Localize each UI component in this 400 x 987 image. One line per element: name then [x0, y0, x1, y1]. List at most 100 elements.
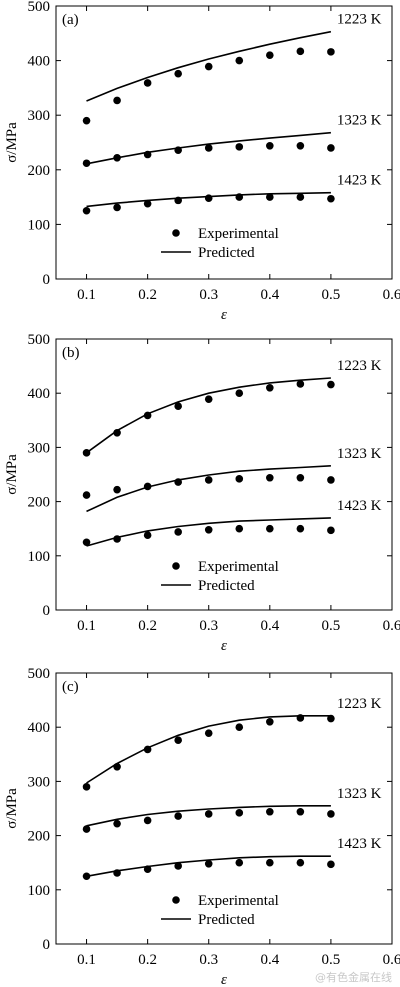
experimental-point [174, 736, 182, 745]
y-tick-label: 500 [28, 666, 51, 682]
experimental-point [235, 193, 244, 201]
y-tick-label: 100 [28, 549, 51, 565]
experimental-point [204, 859, 213, 868]
experimental-point [327, 526, 335, 535]
panel-label: (b) [62, 345, 80, 361]
experimental-point [266, 807, 274, 816]
experimental-point [266, 524, 274, 533]
plot-frame [55, 5, 393, 280]
predicted-line [86, 714, 331, 784]
x-tick-label: 0.6 [383, 952, 400, 968]
experimental-point [174, 69, 182, 78]
experimental-point [174, 196, 182, 205]
experimental-point [113, 762, 121, 771]
experimental-point [327, 476, 335, 484]
y-axis-label: σ/MPa [4, 788, 20, 829]
x-axis-label: ε [221, 638, 227, 654]
experimental-point [204, 194, 213, 202]
experimental-point [327, 810, 335, 818]
experimental-point [113, 153, 121, 162]
experimental-point [143, 745, 152, 754]
x-tick-label: 0.2 [138, 287, 157, 303]
experimental-point [296, 524, 305, 533]
y-tick-label: 300 [28, 440, 51, 456]
series-label: 1223 K [337, 696, 382, 712]
experimental-point [296, 141, 305, 150]
series-label: 1423 K [337, 173, 382, 189]
experimental-point [174, 862, 182, 870]
experimental-point [113, 535, 121, 543]
panel-label: (a) [62, 12, 79, 28]
y-tick-label: 200 [28, 495, 51, 511]
experimental-point [327, 48, 335, 56]
experimental-point [266, 193, 274, 201]
y-tick-label: 0 [43, 272, 51, 288]
y-tick-label: 100 [28, 217, 51, 233]
y-tick-label: 400 [28, 386, 51, 402]
y-tick-label: 300 [28, 774, 51, 790]
y-tick-label: 0 [43, 937, 51, 953]
series-label: 1323 K [337, 446, 382, 462]
experimental-point [82, 538, 91, 547]
experimental-point [235, 858, 244, 867]
y-tick-label: 200 [28, 163, 51, 179]
experimental-point [174, 812, 182, 820]
experimental-point [266, 383, 274, 392]
y-tick-label: 400 [28, 54, 51, 70]
plot-frame [55, 338, 393, 611]
legend-label-predicted: Predicted [198, 578, 255, 594]
experimental-point [143, 482, 152, 491]
experimental-point [327, 194, 335, 203]
experimental-point [235, 143, 244, 151]
experimental-point [82, 783, 91, 791]
experimental-point [327, 714, 335, 723]
x-tick-label: 0.1 [77, 618, 96, 634]
x-tick-label: 0.2 [138, 618, 157, 634]
experimental-point [204, 810, 213, 818]
y-tick-label: 400 [28, 720, 51, 736]
y-tick-label: 300 [28, 108, 51, 124]
x-tick-label: 0.3 [199, 618, 218, 634]
x-tick-label: 0.3 [199, 952, 218, 968]
experimental-point [266, 51, 274, 59]
x-tick-label: 0.5 [322, 287, 341, 303]
experimental-point [204, 395, 213, 403]
experimental-point [82, 449, 91, 457]
legend-marker-experimental [172, 562, 180, 570]
experimental-point [174, 146, 182, 154]
x-tick-label: 0.5 [322, 952, 341, 968]
experimental-point [266, 717, 274, 726]
experimental-point [113, 869, 121, 877]
x-tick-label: 0.6 [383, 287, 400, 303]
series-label: 1223 K [337, 12, 382, 28]
series-label: 1423 K [337, 498, 382, 514]
x-axis-label: ε [221, 972, 227, 987]
x-tick-label: 0.4 [260, 618, 279, 634]
x-tick-label: 0.1 [77, 952, 96, 968]
experimental-point [204, 525, 213, 534]
experimental-point [235, 389, 244, 398]
legend-label-predicted: Predicted [198, 245, 255, 261]
x-tick-label: 0.3 [199, 287, 218, 303]
experimental-point [296, 714, 305, 722]
experimental-point [204, 62, 213, 71]
experimental-point [327, 144, 335, 152]
y-tick-label: 200 [28, 829, 51, 845]
experimental-point [82, 159, 91, 168]
experimental-point [82, 491, 91, 499]
experimental-point [235, 475, 244, 483]
experimental-point [327, 380, 335, 389]
plot-frame [55, 672, 393, 945]
y-tick-label: 500 [28, 332, 51, 348]
experimental-point [82, 872, 91, 881]
legend-marker-experimental [172, 229, 180, 237]
experimental-point [235, 56, 244, 65]
x-tick-label: 0.2 [138, 952, 157, 968]
experimental-point [266, 473, 274, 482]
experimental-point [113, 203, 121, 212]
legend-label-experimental: Experimental [198, 559, 279, 575]
chart-panel: 0 100 200 300 400 500 0.1 0.2 0.3 0.4 0.5 0.6 ε σ/MPa… [4, 332, 400, 654]
experimental-point [113, 428, 121, 437]
chart-panel: 0 100 200 300 400 500 0.1 0.2 0.3 0.4 0.5 0.6 ε σ/MPa… [4, 666, 400, 987]
